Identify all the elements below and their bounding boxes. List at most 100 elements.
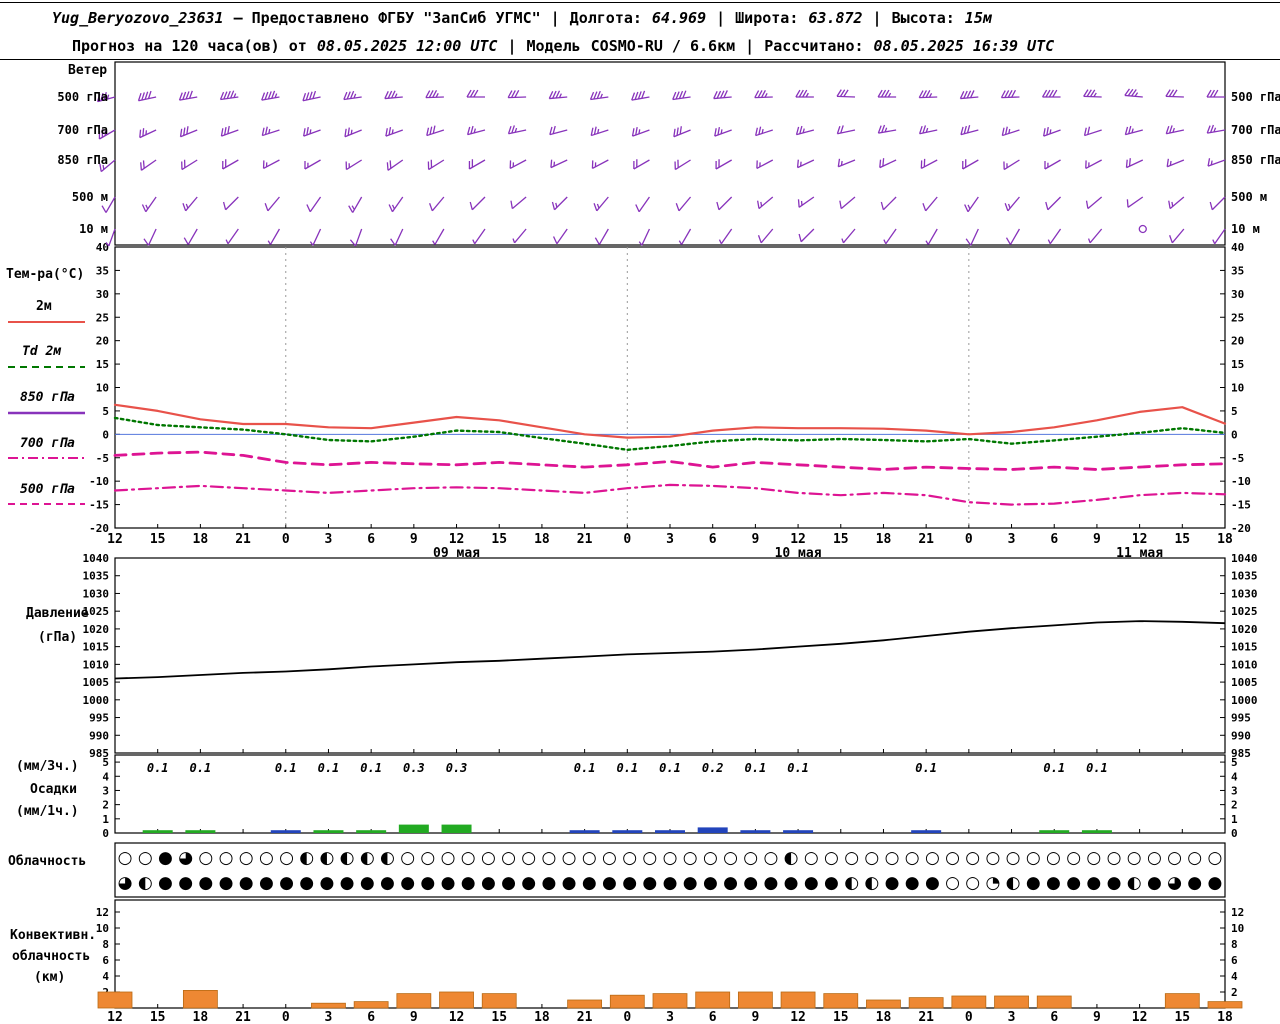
- barb-feather: [882, 158, 885, 167]
- wind-barb: [1138, 224, 1147, 234]
- barb-stem: [1043, 129, 1061, 137]
- barb-half-feather: [435, 93, 439, 98]
- barb-stem: [1207, 129, 1226, 134]
- wind-barb: [219, 90, 239, 101]
- barb-feather: [264, 203, 269, 212]
- barb-stem: [352, 196, 363, 213]
- barb-feather: [390, 238, 396, 246]
- wind-barb: [959, 90, 979, 100]
- wind-barb: [344, 127, 362, 138]
- conv-tick-label: 12: [1231, 906, 1244, 919]
- pressure-tick-label: 1030: [83, 587, 110, 600]
- barb-feather: [510, 90, 516, 98]
- conv-cloud-bar: [481, 993, 517, 1009]
- conv-tick-label: 4: [102, 970, 109, 983]
- wind-barb: [879, 158, 897, 169]
- barb-stem: [673, 129, 691, 138]
- precip-tick-label: 0: [1231, 827, 1238, 840]
- barb-stem: [385, 129, 404, 137]
- barb-stem: [138, 96, 157, 102]
- barb-feather: [550, 159, 553, 168]
- barb-feather: [714, 128, 717, 137]
- cloud-symbol: ●: [602, 873, 617, 893]
- barb-feather: [1165, 89, 1171, 97]
- hour-label: 3: [325, 1010, 333, 1024]
- pressure-tick-label: 1030: [1231, 587, 1258, 600]
- altitude-value: 15м: [964, 9, 992, 27]
- provider-text: — Предоставлено ФГБУ "ЗапСиб УГМС": [233, 9, 541, 27]
- hour-label: 6: [709, 1010, 717, 1024]
- barb-feather: [227, 125, 230, 134]
- wind-barb: [673, 126, 691, 138]
- cloud-symbol: ●: [1046, 873, 1061, 893]
- barb-stem: [638, 196, 650, 213]
- barb-feather: [1213, 89, 1219, 98]
- barb-half-feather: [274, 93, 278, 98]
- cloud-symbol: ○: [259, 848, 274, 868]
- barb-feather: [387, 90, 393, 99]
- conv-tick-label: 10: [96, 922, 109, 935]
- barb-stem: [800, 228, 815, 243]
- temp-curve-2м: [113, 403, 1227, 439]
- barb-feather: [799, 125, 803, 134]
- cloud-symbol: ●: [259, 873, 274, 893]
- pressure-tick-label: 1000: [83, 694, 110, 707]
- temp-tick-label: 40: [1231, 241, 1244, 254]
- barb-stem: [556, 228, 568, 245]
- hour-label: 21: [235, 1010, 251, 1024]
- barb-stem: [303, 129, 321, 137]
- cloud-symbol: ○: [501, 848, 516, 868]
- barb-stem: [760, 228, 774, 244]
- barb-feather: [510, 200, 513, 209]
- barb-feather: [877, 89, 883, 98]
- barb-half-feather: [267, 240, 272, 245]
- barb-stem: [927, 228, 938, 245]
- wind-barb: [427, 159, 445, 171]
- wind-barb: [1001, 126, 1020, 137]
- barb-feather: [1052, 89, 1058, 98]
- cloud-symbol: ○: [279, 848, 294, 868]
- barb-half-feather: [353, 93, 357, 99]
- wind-barb: [841, 228, 856, 244]
- barb-feather: [966, 125, 971, 134]
- precip-bar: [697, 827, 728, 833]
- cloud-symbol: ○: [663, 848, 678, 868]
- barb-stem: [1044, 159, 1061, 170]
- barb-half-feather: [802, 128, 805, 134]
- cloud-symbol: ●: [582, 873, 597, 893]
- cloud-symbol: ●: [905, 873, 920, 893]
- precip-bar: [185, 830, 216, 833]
- barb-half-feather: [925, 240, 929, 245]
- hour-label: 0: [623, 532, 631, 547]
- wind-barb: [1041, 89, 1061, 98]
- hour-label: 18: [193, 532, 209, 547]
- wind-barb: [1206, 89, 1225, 98]
- longitude-label: Долгота:: [569, 9, 642, 27]
- wind-barb: [962, 159, 979, 170]
- hour-label: 12: [1132, 532, 1148, 547]
- cloud-symbol: ○: [945, 873, 960, 893]
- cloud-symbol: ◐: [319, 848, 334, 868]
- cloud-symbol: ●: [541, 873, 556, 893]
- cloud-symbol: ○: [864, 848, 879, 868]
- barb-stem: [180, 129, 198, 138]
- precip-tick-label: 1: [102, 813, 109, 826]
- barb-half-feather: [233, 93, 237, 98]
- wind-level-label-left: 500 гПа: [57, 90, 108, 104]
- cloud-symbol: ●: [219, 873, 234, 893]
- barb-stem: [680, 228, 692, 245]
- barb-feather: [344, 128, 347, 137]
- barb-feather: [140, 162, 143, 171]
- barb-stem: [262, 129, 280, 137]
- barb-feather: [757, 90, 763, 98]
- wind-barb: [143, 228, 157, 246]
- conv-cloud-bar: [182, 990, 218, 1009]
- barb-half-feather: [391, 129, 394, 134]
- barb-feather: [391, 90, 396, 99]
- conv-cloud-bar: [908, 997, 944, 1009]
- barb-feather: [388, 127, 392, 136]
- barb-feather: [1168, 200, 1171, 209]
- conv-cloud-bar: [609, 994, 645, 1009]
- wind-barb: [638, 228, 651, 246]
- barb-feather: [182, 91, 187, 100]
